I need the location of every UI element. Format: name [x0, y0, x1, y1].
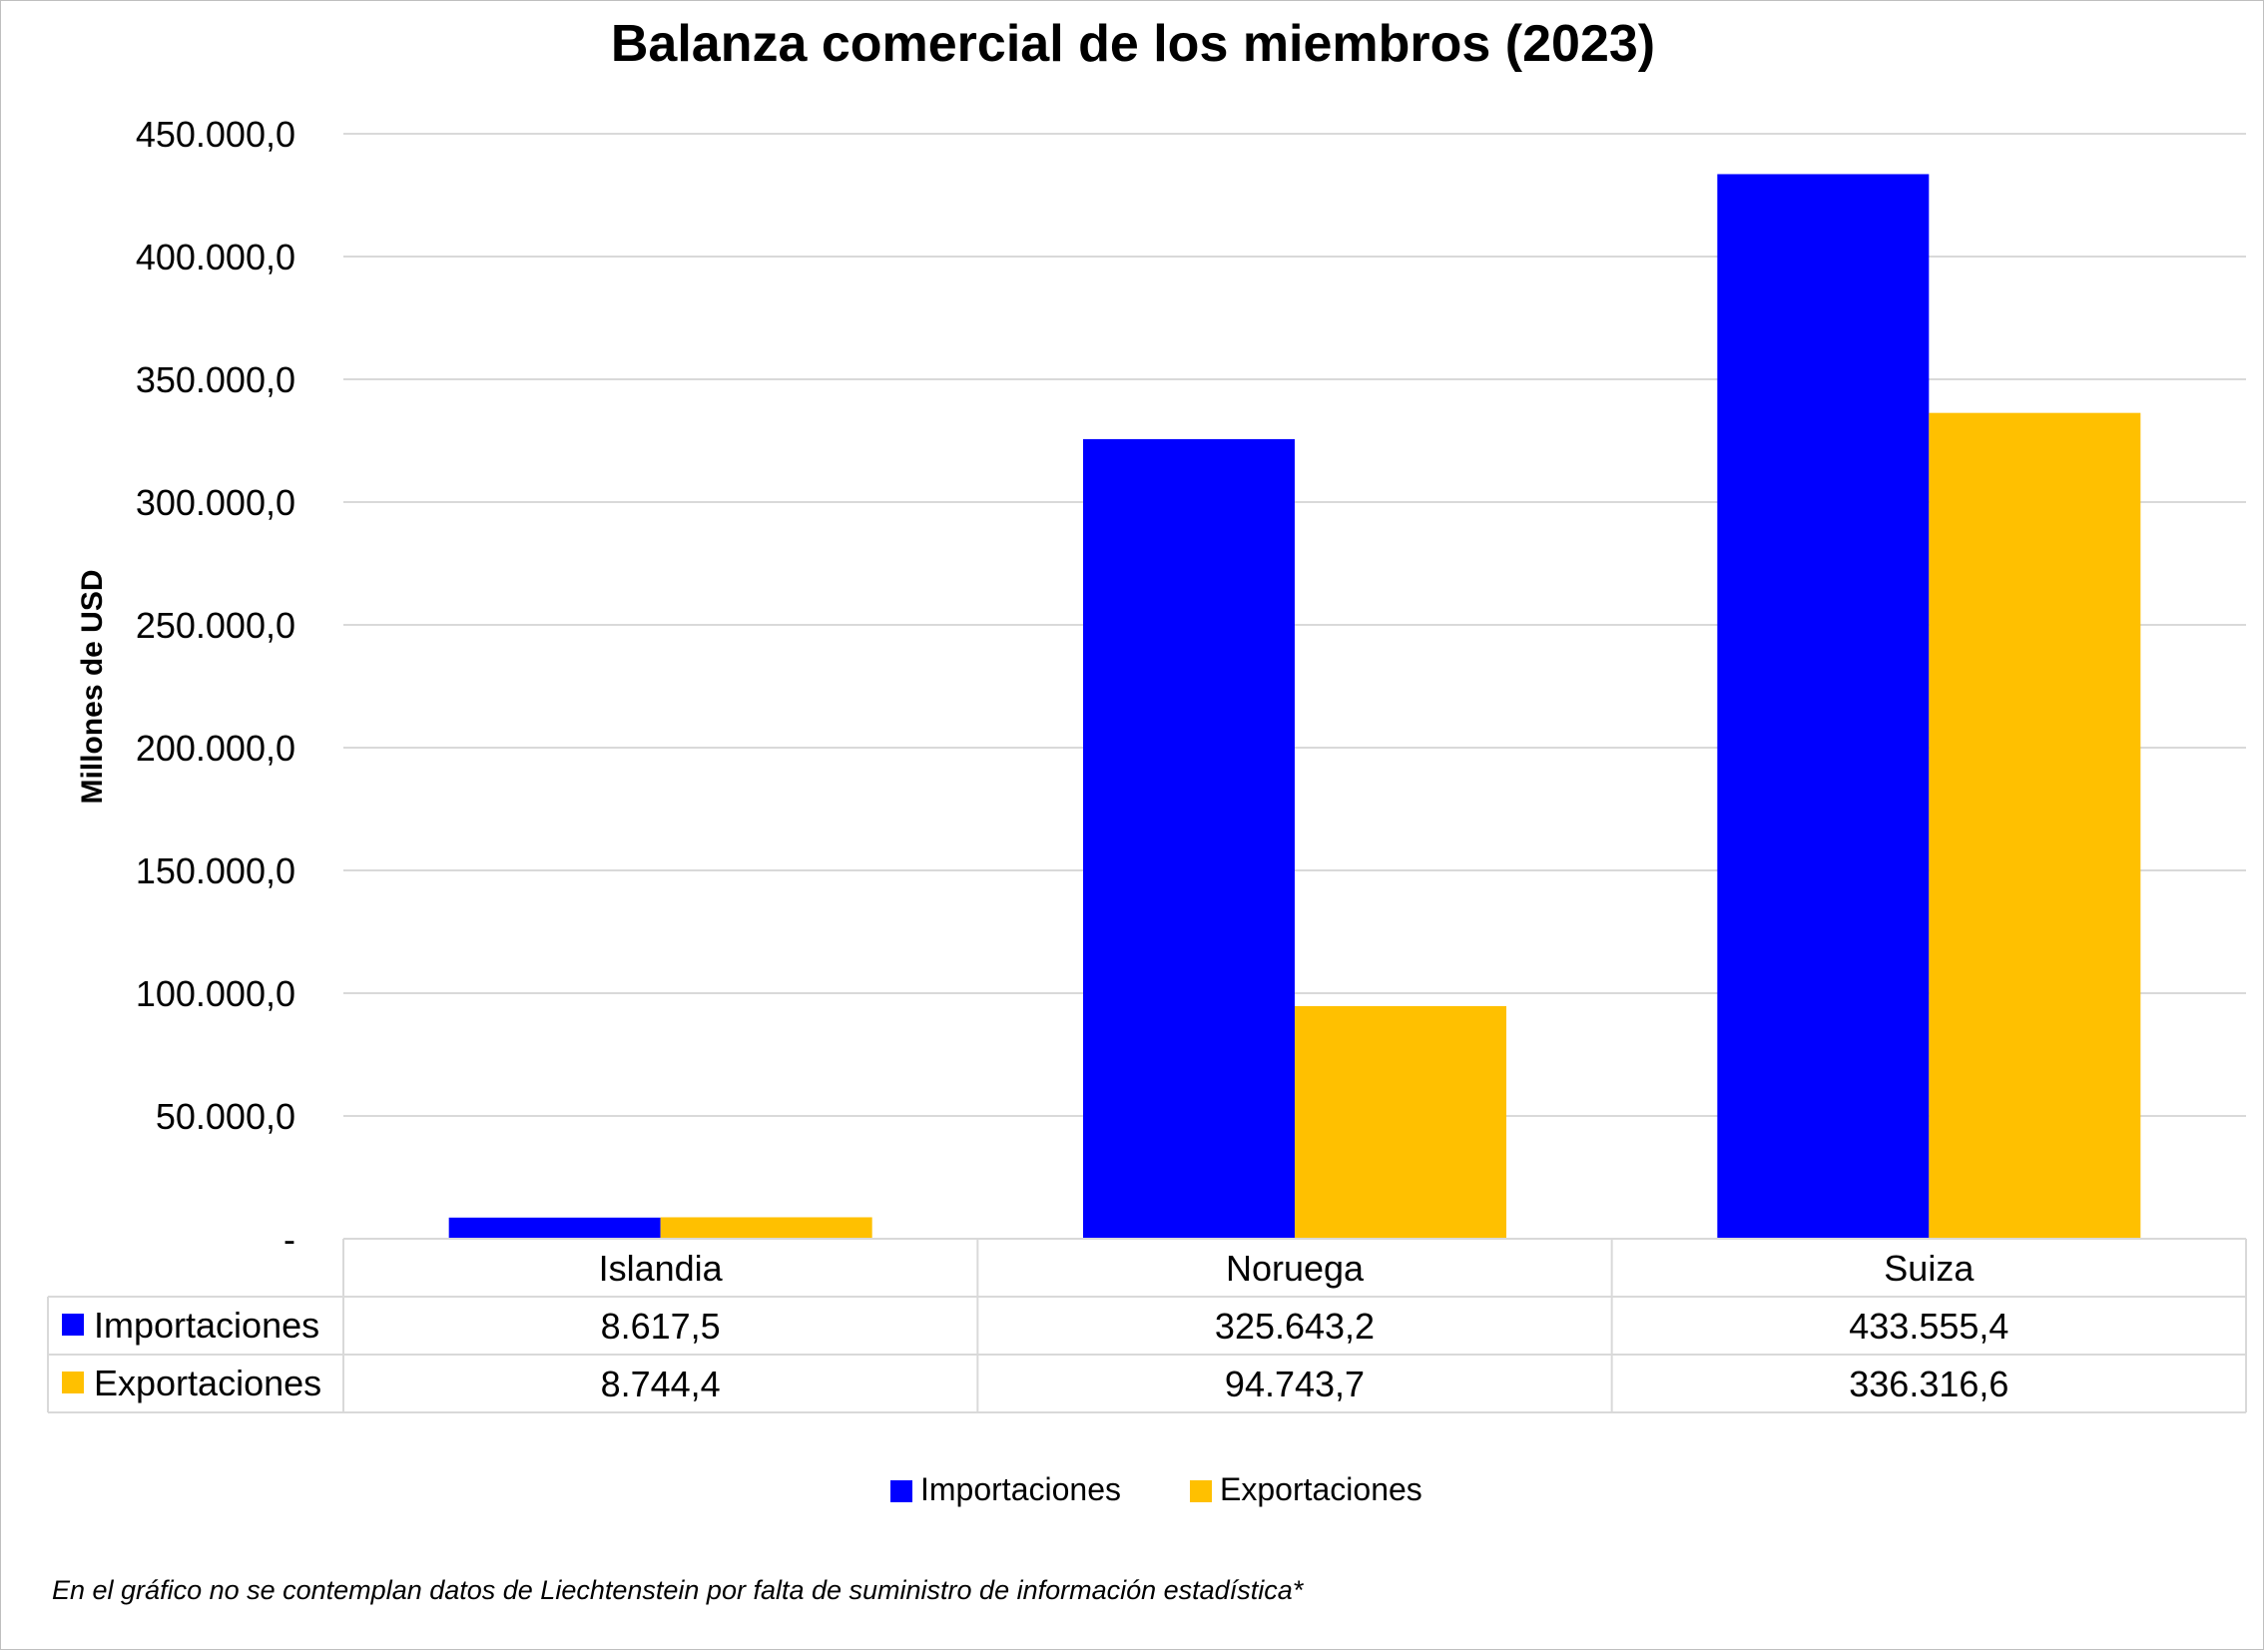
data-label: 336.316,6 — [1849, 1364, 2008, 1404]
y-tick-label: 350.000,0 — [136, 359, 295, 400]
data-label: 8.617,5 — [601, 1306, 721, 1347]
y-tick-label: - — [283, 1219, 295, 1260]
y-tick-label: 50.000,0 — [156, 1096, 295, 1137]
legend-key-importaciones — [890, 1480, 912, 1502]
data-label: 8.744,4 — [601, 1364, 721, 1404]
table-legend-key — [62, 1314, 84, 1336]
footnote: En el gráfico no se contemplan datos de … — [52, 1575, 1304, 1605]
bar-exportaciones-islandia — [660, 1217, 872, 1239]
y-tick-label: 200.000,0 — [136, 728, 295, 769]
y-tick-label: 100.000,0 — [136, 973, 295, 1014]
y-tick-label: 300.000,0 — [136, 482, 295, 523]
y-tick-label: 450.000,0 — [136, 114, 295, 155]
table-legend-key — [62, 1372, 84, 1393]
chart-title: Balanza comercial de los miembros (2023) — [610, 15, 1656, 73]
data-label: 433.555,4 — [1849, 1306, 2008, 1347]
data-label: 325.643,2 — [1215, 1306, 1375, 1347]
legend-label: Importaciones — [920, 1471, 1121, 1507]
table-row-label: Importaciones — [94, 1305, 319, 1346]
x-tick-label: Suiza — [1884, 1248, 1975, 1289]
y-tick-label: 150.000,0 — [136, 850, 295, 891]
bar-importaciones-suiza — [1717, 174, 1930, 1239]
bar-exportaciones-noruega — [1295, 1005, 1506, 1239]
bar-exportaciones-suiza — [1929, 412, 2141, 1240]
data-label: 94.743,7 — [1225, 1364, 1365, 1404]
table-row-label: Exportaciones — [94, 1363, 321, 1403]
y-axis-label: Millones de USD — [76, 569, 109, 804]
bar-importaciones-noruega — [1083, 438, 1295, 1239]
bar-importaciones-islandia — [448, 1217, 661, 1239]
x-tick-label: Islandia — [599, 1248, 724, 1289]
legend-label: Exportaciones — [1220, 1471, 1422, 1507]
x-tick-label: Noruega — [1226, 1248, 1365, 1289]
y-tick-label: 400.000,0 — [136, 237, 295, 277]
y-tick-label: 250.000,0 — [136, 605, 295, 646]
legend-key-exportaciones — [1190, 1480, 1212, 1502]
